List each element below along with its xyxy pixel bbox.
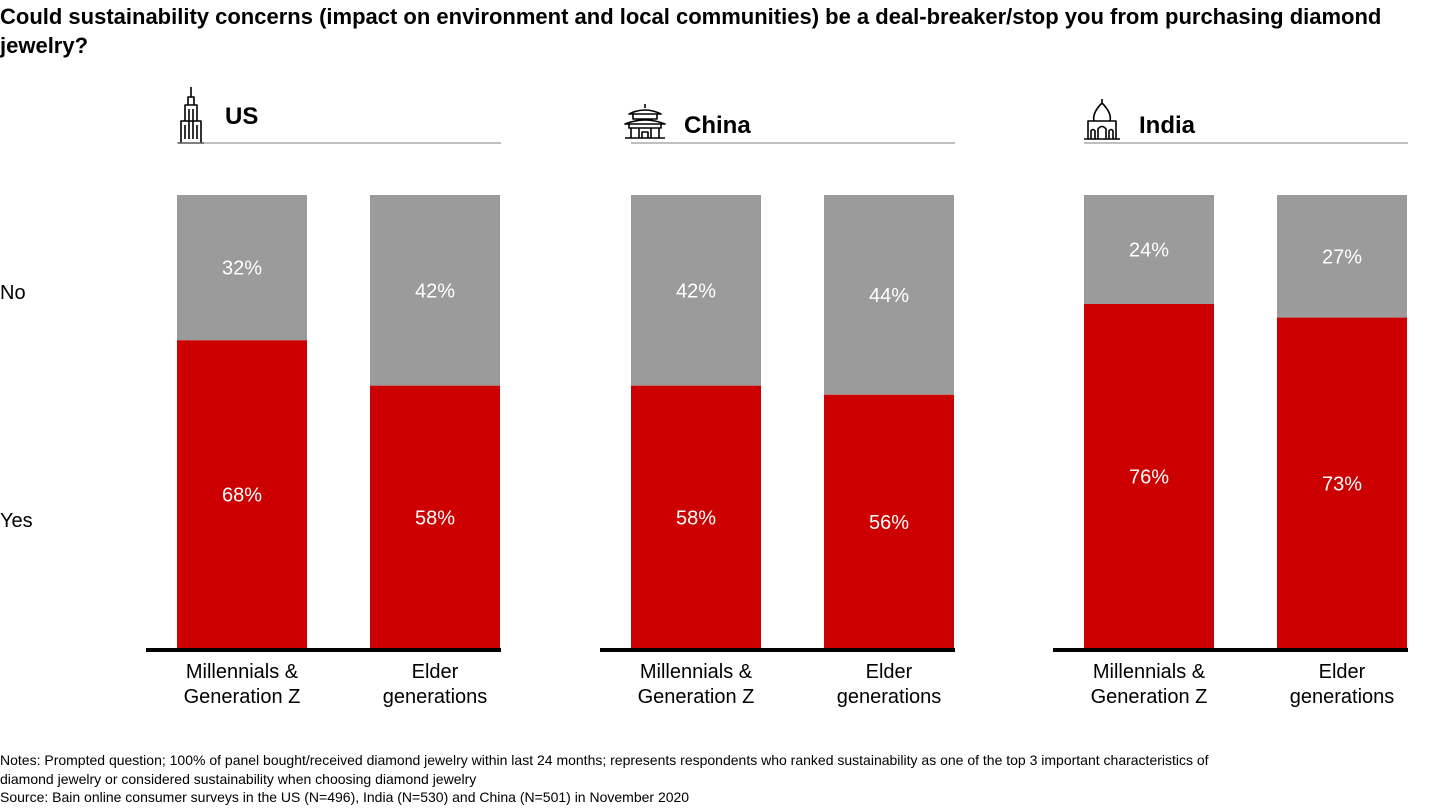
- bar-no: [1084, 195, 1214, 304]
- footnotes: Notes: Prompted question; 100% of panel …: [0, 751, 1420, 807]
- bar-label-yes: 56%: [869, 512, 909, 534]
- bar-no: [177, 195, 307, 341]
- panel-title-india: India: [1139, 112, 1196, 139]
- skyscraper-icon-shape: [178, 87, 204, 144]
- category-label: generations: [837, 686, 942, 708]
- bar-yes: [370, 385, 500, 649]
- bar-label-no: 32%: [222, 258, 262, 280]
- bar-label-no: 24%: [1129, 239, 1169, 261]
- bar-label-yes: 58%: [415, 507, 455, 529]
- notes-line-2: diamond jewelry or considered sustainabi…: [0, 770, 477, 787]
- category-label: Millennials &: [1093, 661, 1206, 683]
- category-label: Millennials &: [186, 661, 299, 683]
- bar-no: [370, 195, 500, 386]
- panel-china: China 42% 58% Millennials & Generation Z 44% 5…: [600, 104, 955, 708]
- bar-label-no: 27%: [1322, 246, 1362, 268]
- bar-label-yes: 68%: [222, 485, 262, 507]
- category-label: Elder: [866, 661, 913, 683]
- row-label-yes: Yes: [0, 510, 33, 532]
- bar-no: [1277, 195, 1407, 318]
- pagoda-icon-shape: [624, 104, 666, 139]
- pagoda-icon: [624, 104, 666, 139]
- taj-mahal-icon-shape: [1084, 99, 1120, 140]
- bar-no: [824, 195, 954, 395]
- panel-title-us: US: [225, 103, 258, 130]
- bar-label-yes: 58%: [676, 507, 716, 529]
- bar-yes: [1277, 317, 1407, 649]
- bar-yes: [631, 385, 761, 649]
- bar-label-no: 42%: [676, 280, 716, 302]
- panel-us: US 32% 68% Millennials & Generation Z 42% 58% E…: [146, 87, 501, 708]
- category-label: Elder: [1319, 661, 1366, 683]
- bar-label-yes: 73%: [1322, 473, 1362, 495]
- source-line: Source: Bain online consumer surveys in …: [0, 789, 690, 805]
- bar-label-yes: 76%: [1129, 466, 1169, 488]
- category-label: Elder: [412, 661, 459, 683]
- category-label: Generation Z: [638, 686, 755, 708]
- bar-yes: [824, 394, 954, 649]
- category-label: generations: [1290, 686, 1395, 708]
- taj-mahal-icon: [1084, 99, 1120, 140]
- bar-no: [631, 195, 761, 386]
- panel-india: India 24% 76% Millennials & Generation Z 27% 7…: [1053, 99, 1408, 708]
- chart-title: Could sustainability concerns (impact on…: [0, 4, 1382, 58]
- bar-yes: [177, 340, 307, 649]
- panel-title-china: China: [684, 112, 751, 139]
- skyscraper-icon: [178, 87, 204, 144]
- category-label: Generation Z: [184, 686, 301, 708]
- category-label: Millennials &: [640, 661, 753, 683]
- bar-label-no: 44%: [869, 285, 909, 307]
- category-label: Generation Z: [1091, 686, 1208, 708]
- bar-label-no: 42%: [415, 280, 455, 302]
- chart-canvas: No Yes US 32% 68% Millennials & Generation Z 42…: [0, 87, 1408, 708]
- notes-line-1: Notes: Prompted question; 100% of panel …: [0, 752, 1209, 768]
- bar-yes: [1084, 303, 1214, 649]
- row-label-no: No: [0, 282, 26, 304]
- category-label: generations: [383, 686, 488, 708]
